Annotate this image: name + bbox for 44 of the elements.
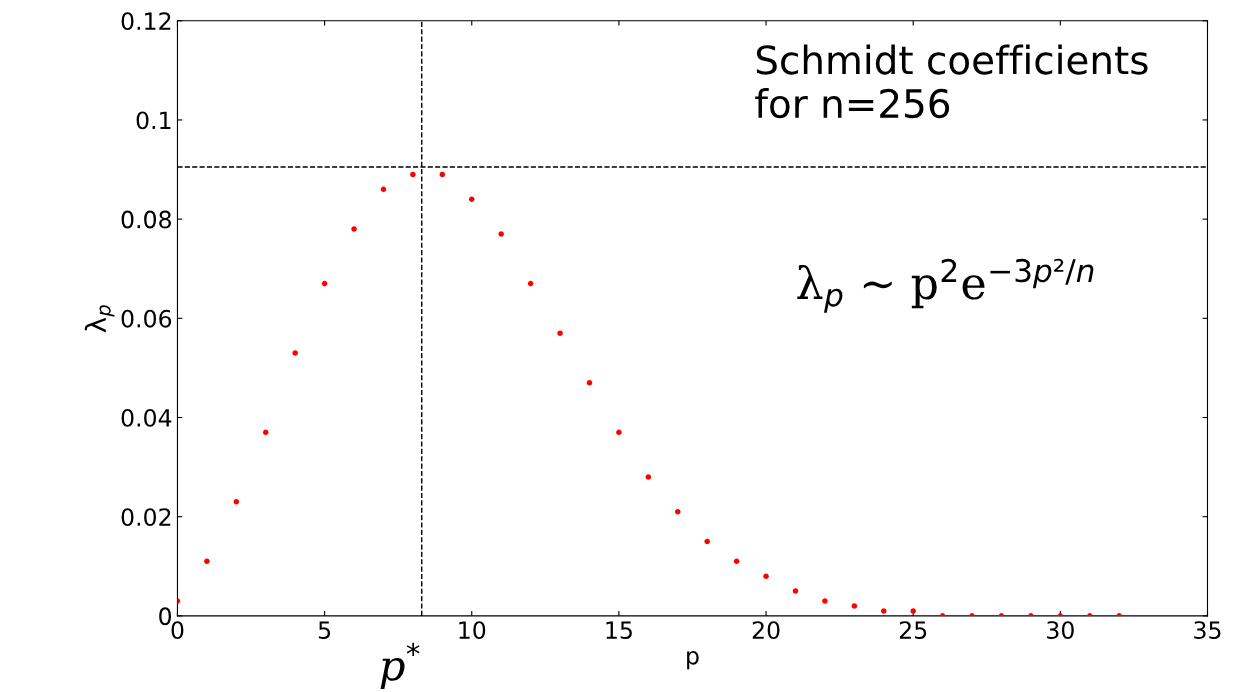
x-tick-label: 35	[1194, 621, 1221, 640]
point	[792, 588, 799, 594]
x-tick-label: 5	[318, 621, 331, 640]
y-tick-label: 0.04	[121, 408, 172, 427]
y-tick-label: 0.1	[136, 111, 171, 130]
point	[616, 429, 622, 436]
point	[704, 538, 710, 545]
point	[351, 226, 357, 232]
point	[439, 171, 446, 178]
x-tick-label: 15	[606, 621, 632, 640]
point	[468, 196, 475, 203]
point	[586, 380, 593, 386]
point	[204, 558, 210, 565]
point	[851, 603, 858, 609]
point	[410, 171, 416, 178]
point	[321, 280, 328, 287]
x-tick-label: 30	[1047, 621, 1074, 640]
y-tick-label: 0.12	[121, 12, 171, 31]
y-tick-label: 0	[159, 607, 172, 626]
annotation: Schmidt coefficients for n=256	[755, 44, 1148, 119]
point	[557, 330, 563, 336]
point	[645, 474, 652, 480]
ref-line-label: p$^{*}$	[380, 642, 420, 689]
x-axis-title: p	[687, 651, 699, 670]
point	[292, 350, 298, 356]
point	[527, 280, 534, 287]
point	[674, 508, 681, 515]
x-tick-label: 20	[752, 621, 780, 640]
x-tick-label: 25	[899, 621, 927, 640]
point	[822, 598, 828, 604]
y-tick-label: 0.06	[121, 309, 172, 328]
point	[233, 499, 240, 505]
annotation: λ$_{p}$ ∼ p$^{2}$e$^{−3p²/n}$	[797, 258, 1094, 313]
point	[262, 429, 269, 436]
point	[498, 231, 504, 237]
point	[380, 186, 387, 193]
y-tick-label: 0.02	[121, 508, 171, 526]
x-tick-label: 10	[459, 621, 486, 640]
point	[763, 573, 769, 579]
point	[733, 558, 740, 565]
y-tick-label: 0.08	[121, 210, 171, 229]
y-axis-title: λ$_{p}$	[84, 305, 115, 333]
x-tick-label: 0	[171, 621, 184, 640]
point	[880, 608, 887, 614]
